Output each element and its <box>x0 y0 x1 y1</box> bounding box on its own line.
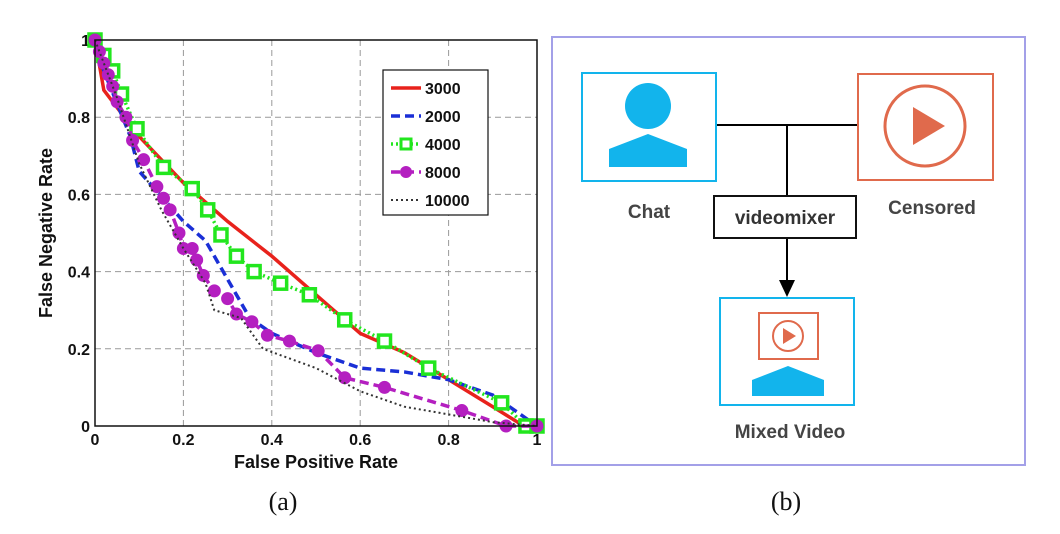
data-point-8000 <box>229 307 243 321</box>
y-tick-label: 0.8 <box>68 110 90 127</box>
legend-label-2000: 2000 <box>425 109 461 126</box>
plot-border <box>94 39 538 427</box>
data-point-4000 <box>376 333 393 349</box>
censored-label: Censored <box>888 198 976 219</box>
caption-a: (a) <box>269 487 298 516</box>
x-tick-label: 0.4 <box>261 432 283 449</box>
data-point-8000 <box>378 380 392 394</box>
data-point-4000 <box>301 287 318 303</box>
roc-chart: 00 0.2 0.2 0.4 0.4 0.6 0.6 0.8 0.8 1 1 False Positi… <box>36 32 545 472</box>
data-point-8000 <box>185 241 199 255</box>
data-point-4000 <box>246 263 262 280</box>
data-point-8000 <box>157 191 171 205</box>
video-frame-icon <box>758 312 819 360</box>
data-point-8000 <box>92 45 106 59</box>
data-point-4000 <box>493 395 510 411</box>
data-point-8000 <box>163 203 177 217</box>
censored-node: Censored <box>857 73 994 219</box>
data-point-8000 <box>282 334 296 348</box>
data-point-8000 <box>221 292 235 306</box>
y-axis-label: False Negative Rate <box>36 148 56 318</box>
mixed-video-label: Mixed Video <box>735 422 846 443</box>
legend-label-8000: 8000 <box>425 165 461 182</box>
data-point-8000 <box>126 133 140 147</box>
data-point-8000 <box>106 79 120 93</box>
videomixer-node: videomixer <box>713 195 857 239</box>
data-point-8000 <box>245 315 259 329</box>
series-line-10000 <box>94 39 538 427</box>
y-tick-label: 0 <box>81 419 90 436</box>
y-tick-label: 0.6 <box>68 187 90 204</box>
y-tick-label: 0.2 <box>68 342 90 359</box>
data-point-4000 <box>155 159 172 176</box>
x-axis-label: False Positive Rate <box>234 452 398 472</box>
user-body-icon <box>752 366 824 396</box>
data-point-4000 <box>129 121 145 137</box>
x-tick-label: 0.8 <box>437 432 459 449</box>
chat-label: Chat <box>628 202 671 223</box>
x-tick-label: 1 <box>533 432 542 449</box>
data-point-8000 <box>119 110 133 124</box>
user-body-icon <box>609 134 687 167</box>
data-point-4000 <box>199 202 216 218</box>
play-icon <box>913 107 945 145</box>
user-icon <box>625 83 671 129</box>
diagram-frame <box>551 36 1026 466</box>
legend-label-4000: 4000 <box>425 137 461 154</box>
mixed-video-node: Mixed Video <box>719 297 855 443</box>
legend-label-3000: 3000 <box>425 81 461 98</box>
data-point-4000 <box>272 275 289 291</box>
data-point-8000 <box>196 268 210 282</box>
videomixer-label: videomixer <box>735 208 836 229</box>
x-tick-label: 0.6 <box>349 432 371 449</box>
videomixer-diagram: Chat Censored videomixer Mixed Video <box>551 36 1026 466</box>
data-point-8000 <box>260 328 274 342</box>
data-point-8000 <box>110 95 124 109</box>
caption-b: (b) <box>771 487 801 516</box>
data-point-4000 <box>228 248 245 264</box>
chat-node: Chat <box>581 72 717 223</box>
play-circle-icon <box>772 320 804 352</box>
x-tick-label: 0 <box>91 432 100 449</box>
x-tick-label: 0.2 <box>172 432 194 449</box>
data-point-4000 <box>184 180 200 197</box>
data-point-8000 <box>137 153 151 167</box>
y-tick-label: 0.4 <box>68 265 90 282</box>
data-point-8000 <box>455 404 469 418</box>
play-circle-icon <box>883 84 967 168</box>
data-point-8000 <box>150 180 164 194</box>
legend-marker-8000 <box>400 166 412 178</box>
data-point-4000 <box>336 312 353 328</box>
data-point-8000 <box>172 226 186 240</box>
data-point-8000 <box>311 344 325 358</box>
legend-marker-4000 <box>399 137 413 151</box>
legend-label-10000: 10000 <box>425 193 470 210</box>
data-point-8000 <box>101 68 115 82</box>
data-point-8000 <box>97 56 111 70</box>
play-icon <box>783 328 796 344</box>
arrow-head-icon <box>779 280 795 297</box>
y-tick-label: 1 <box>81 33 90 50</box>
data-point-4000 <box>213 227 229 243</box>
data-point-4000 <box>420 360 437 376</box>
